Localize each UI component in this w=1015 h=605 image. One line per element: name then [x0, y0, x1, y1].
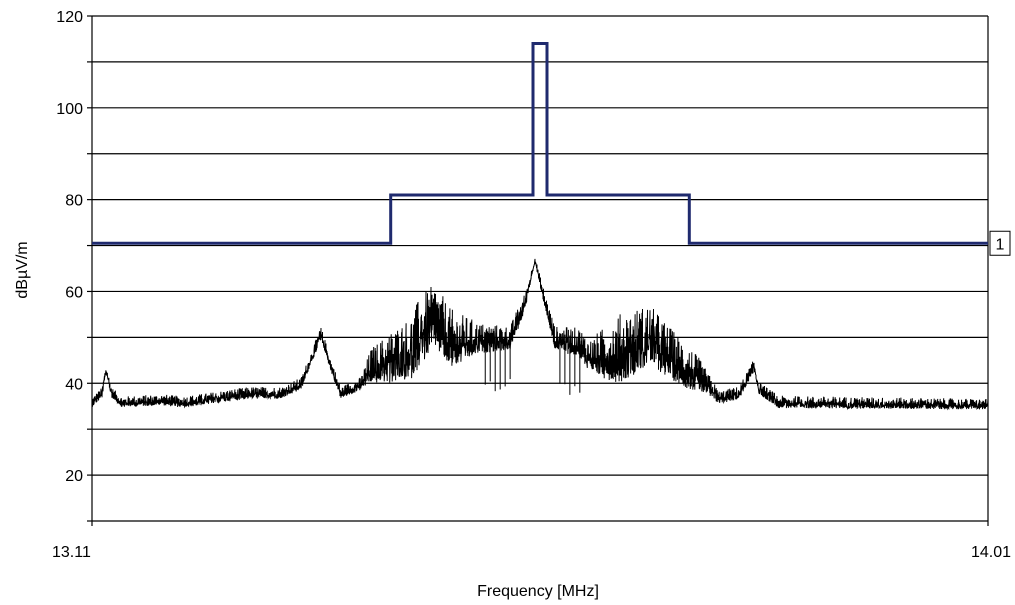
- x-axis-title: Frequency [MHz]: [477, 583, 599, 600]
- y-tick-label: 60: [65, 284, 83, 301]
- measurement-series: [91, 258, 989, 411]
- y-tick-label: 120: [56, 9, 83, 26]
- limit-series: [92, 42, 988, 245]
- grid-lines: [92, 15, 988, 476]
- y-tick-label: 20: [65, 468, 83, 485]
- x-tick-label: 13.11: [52, 544, 91, 561]
- y-axis-title: dBµV/m: [14, 241, 31, 298]
- axes: [87, 15, 989, 526]
- tick-labels: 20 40 60 80 100 120 13.11 14.01: [52, 9, 1011, 561]
- y-tick-label: 40: [65, 376, 83, 393]
- y-tick-label: 80: [65, 193, 83, 210]
- limit-end-label-box: [989, 230, 1011, 256]
- x-tick-label: 14.01: [971, 544, 1011, 561]
- y-tick-label: 100: [56, 101, 83, 118]
- limit-line: 1: [92, 42, 1011, 256]
- measurement-trace: [91, 258, 989, 411]
- limit-end-label: 1: [996, 236, 1005, 253]
